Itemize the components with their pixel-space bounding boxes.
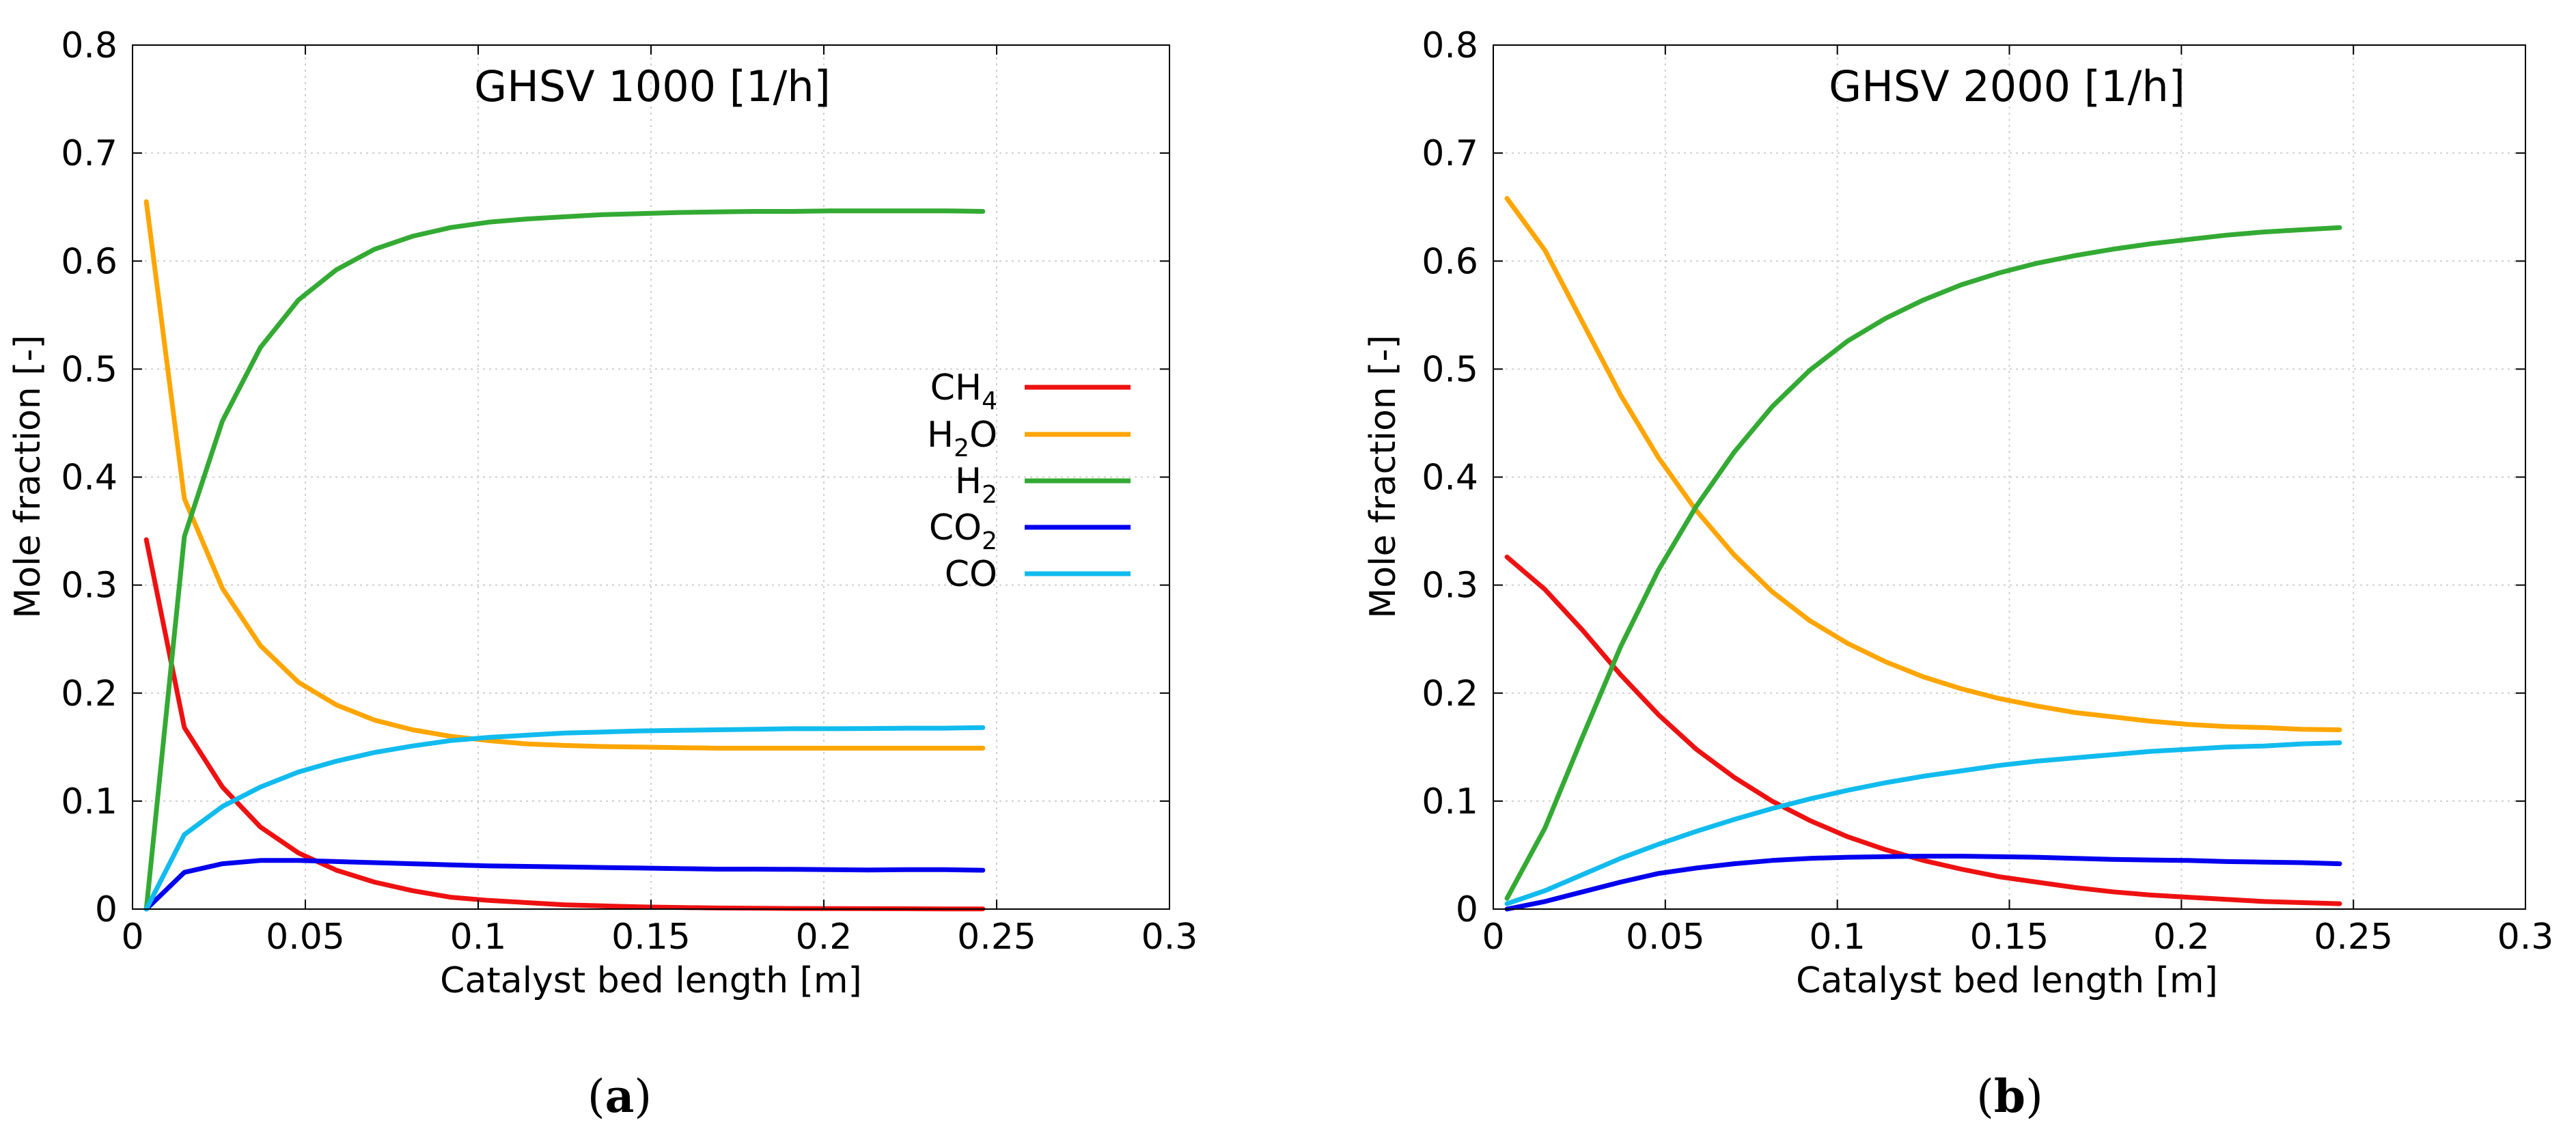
y-tick-label: 0.5 <box>1422 349 1478 390</box>
y-tick-label: 0.7 <box>1422 133 1478 174</box>
y-axis-label-b: Mole fraction [-] <box>1363 335 1404 618</box>
x-tick-labels-a: 0 0.05 0.1 0.15 0.2 0.25 0.3 <box>121 917 1197 958</box>
panel-label-a: (a) <box>587 1070 652 1123</box>
y-tick-label: 0.4 <box>61 458 117 499</box>
series-lines-b <box>1504 196 2342 912</box>
legend-label-h2: H2 <box>955 461 997 509</box>
x-tick-label: 0.1 <box>1809 917 1866 958</box>
x-tick-label: 0.1 <box>450 917 507 958</box>
panel-label-b: (b) <box>1976 1070 2043 1123</box>
legend-label-main: H <box>955 461 982 502</box>
legend-label-sub: 2 <box>982 527 997 555</box>
x-tick-label: 0.15 <box>1970 917 2049 958</box>
x-tick-label: 0.2 <box>2153 917 2210 958</box>
legend-label-co: CO <box>945 554 997 595</box>
y-tick-label: 0.1 <box>1422 781 1478 822</box>
tick-marks-a <box>132 44 1170 910</box>
legend-label-main: CO <box>945 554 997 595</box>
x-axis-label-a: Catalyst bed length [m] <box>440 960 862 1001</box>
series-line-ch4 <box>1504 555 2342 906</box>
y-tick-label: 0.5 <box>61 349 117 390</box>
panel-a: 0 0.1 0.2 0.3 0.4 0.5 0.6 0.7 0.8 0 0.05 0.1 0.15 0.… <box>8 25 1197 1123</box>
panel-label-a-letter: a <box>605 1070 635 1123</box>
x-tick-label: 0.05 <box>1626 917 1705 958</box>
y-tick-label: 0.7 <box>61 133 117 174</box>
series-line-h2o <box>1504 196 2342 732</box>
x-tick-label: 0 <box>1482 917 1504 958</box>
legend-label-sub: 4 <box>982 387 997 415</box>
y-tick-label: 0.2 <box>1422 673 1478 714</box>
y-tick-label: 0.6 <box>1422 241 1478 282</box>
x-tick-label: 0 <box>121 917 143 958</box>
legend-label-main: CH <box>930 367 982 408</box>
series-line-ch4 <box>143 537 986 912</box>
grid-a <box>133 45 1169 909</box>
grid-b <box>1493 45 2525 909</box>
y-tick-label: 0.3 <box>61 566 117 607</box>
legend-label-h2o: H2O <box>927 415 997 462</box>
x-tick-label: 0.2 <box>796 917 853 958</box>
x-tick-label: 0.05 <box>266 917 345 958</box>
y-tick-label: 0.3 <box>1422 566 1478 607</box>
series-line-co <box>1504 740 2342 906</box>
legend-label-main: H <box>927 415 954 456</box>
y-tick-label: 0.6 <box>61 241 117 282</box>
panel-label-b-letter: b <box>1994 1070 2025 1123</box>
legend-label-ch4: CH4 <box>930 367 997 415</box>
legend-label-main: CO <box>929 507 982 548</box>
x-tick-label: 0.25 <box>957 917 1036 958</box>
x-tick-labels-b: 0 0.05 0.1 0.15 0.2 0.25 0.3 <box>1482 917 2553 958</box>
series-line-h2 <box>143 208 986 912</box>
legend-label-co2: CO2 <box>929 507 997 555</box>
y-tick-label: 0.4 <box>1422 458 1478 499</box>
y-tick-label: 0 <box>1456 889 1478 930</box>
series-line-h2o <box>143 199 986 751</box>
y-tick-label: 0.1 <box>61 781 117 822</box>
y-tick-label: 0 <box>95 889 117 930</box>
series-line-co2 <box>1504 854 2342 912</box>
series-lines-a <box>143 199 986 912</box>
y-tick-labels-a: 0 0.1 0.2 0.3 0.4 0.5 0.6 0.7 0.8 <box>61 25 117 930</box>
x-axis-label-b: Catalyst bed length [m] <box>1796 960 2218 1001</box>
legend-label-tail: O <box>969 415 997 456</box>
legend-label-sub: 2 <box>954 434 969 462</box>
series-line-co <box>143 725 986 912</box>
y-tick-label: 0.8 <box>61 25 117 66</box>
series-line-co2 <box>143 858 986 912</box>
y-tick-label: 0.8 <box>1422 25 1478 66</box>
legend-label-sub: 2 <box>982 481 997 509</box>
chart-title-a: GHSV 1000 [1/h] <box>474 61 831 111</box>
y-axis-label-a: Mole fraction [-] <box>8 335 49 618</box>
y-tick-labels-b: 0 0.1 0.2 0.3 0.4 0.5 0.6 0.7 0.8 <box>1422 25 1478 930</box>
x-tick-label: 0.3 <box>2497 917 2554 958</box>
y-tick-label: 0.2 <box>61 673 117 714</box>
series-line-h2 <box>1504 225 2342 901</box>
x-tick-label: 0.25 <box>2314 917 2393 958</box>
x-tick-label: 0.15 <box>611 917 691 958</box>
tick-marks-b <box>1493 44 2526 910</box>
panel-b: 0 0.1 0.2 0.3 0.4 0.5 0.6 0.7 0.8 0 0.05 0.1 0.15 0.… <box>1363 25 2553 1123</box>
chart-title-b: GHSV 2000 [1/h] <box>1829 61 2185 111</box>
x-tick-label: 0.3 <box>1141 917 1198 958</box>
